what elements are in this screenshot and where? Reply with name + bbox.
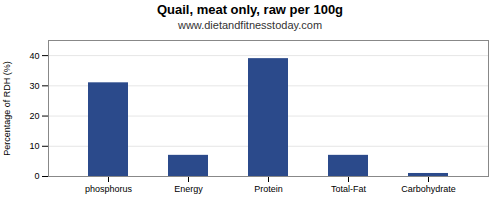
svg-text:Carbohydrate: Carbohydrate	[401, 184, 456, 194]
html-text:www.dietandfitnesstoday.com: www.dietandfitnesstoday.com	[178, 19, 322, 31]
svg-text:Percentage of RDH (%): Percentage of RDH (%)	[2, 61, 12, 156]
svg-text:0: 0	[34, 171, 39, 181]
svg-text:40: 40	[29, 50, 39, 60]
svg-text:Total-Fat: Total-Fat	[331, 184, 367, 194]
svg-text:phosphorus: phosphorus	[85, 184, 133, 194]
svg-text:10: 10	[29, 141, 39, 151]
svg-text:20: 20	[29, 111, 39, 121]
svg-text:30: 30	[29, 81, 39, 91]
html-text:Quail, meat only, raw per 100g: Quail, meat only, raw per 100g	[156, 2, 344, 17]
svg-text:Energy: Energy	[174, 184, 203, 194]
svg-text:Protein: Protein	[254, 184, 283, 194]
